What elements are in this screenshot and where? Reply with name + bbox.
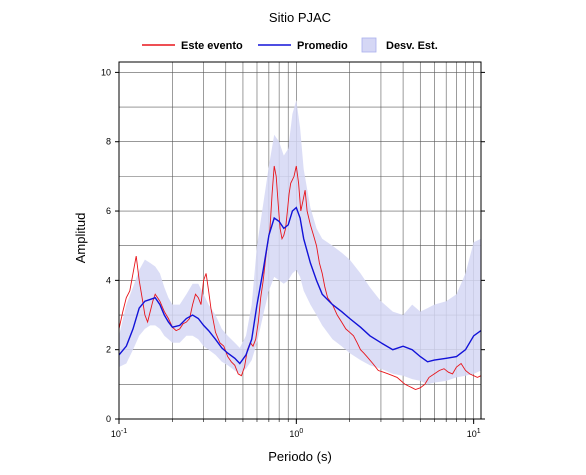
mean-series-line <box>118 206 482 365</box>
legend-band-swatch <box>361 37 377 53</box>
y-tick-label: 0 <box>106 414 111 424</box>
y-tick-label: 6 <box>106 206 111 216</box>
std-band <box>119 100 481 385</box>
y-tick-label: 10 <box>101 67 111 77</box>
plot-frame <box>118 61 482 420</box>
legend-mean-label: Promedio <box>297 40 348 52</box>
x-tick-label: 101 <box>467 428 481 439</box>
y-tick-label: 4 <box>106 275 111 285</box>
legend-band-label: Desv. Est. <box>386 40 438 52</box>
legend-event-label: Este evento <box>181 40 243 52</box>
event-series-line <box>118 165 482 390</box>
y-axis-label: Amplitud <box>73 213 88 264</box>
y-tick-label: 8 <box>106 137 111 147</box>
chart-title: Sitio PJAC <box>269 10 331 25</box>
plot-area: 0 2 4 6 8 10 10-1 100 101 <box>101 61 485 439</box>
x-tick-label: 100 <box>289 428 303 439</box>
x-axis-label: Periodo (s) <box>268 449 332 464</box>
x-tick-label: 10-1 <box>111 428 127 439</box>
y-tick-label: 2 <box>106 345 111 355</box>
legend: Este evento Promedio Desv. Est. <box>142 37 438 53</box>
